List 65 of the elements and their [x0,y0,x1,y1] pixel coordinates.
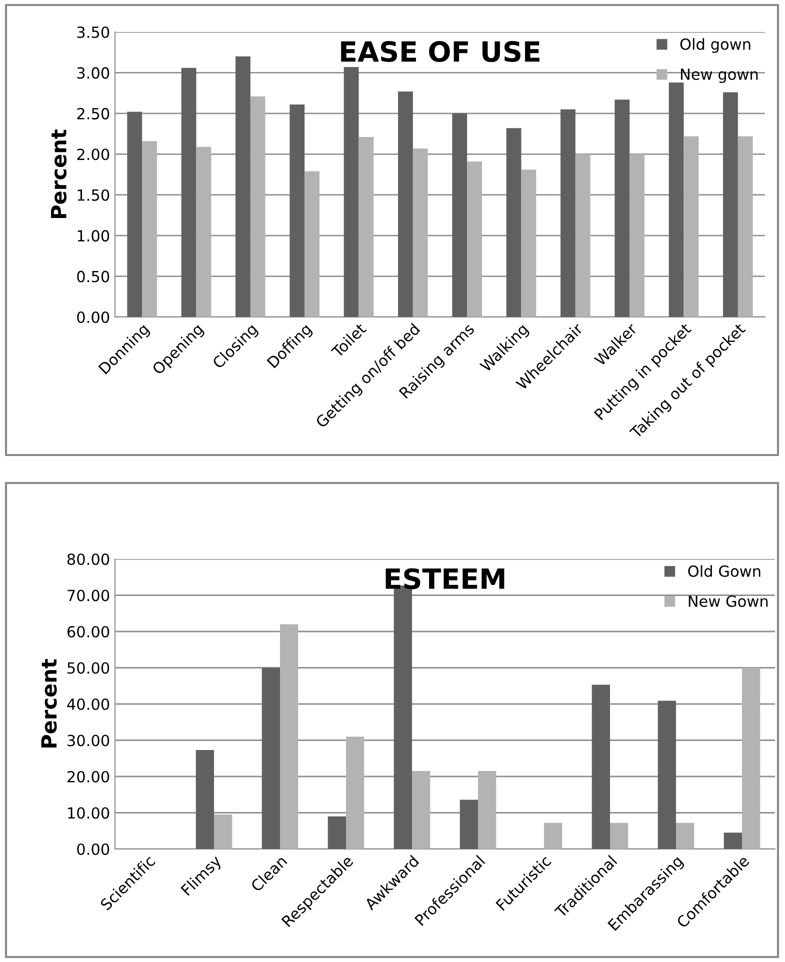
y-axis-title: Percent [41,659,57,748]
chart-title: ESTEEM [386,568,504,590]
y-tick-label: 30.00 [68,734,110,746]
bar [521,170,536,317]
bar [742,668,760,849]
bar [668,82,684,317]
bar [467,161,482,317]
y-tick-label: 0.00 [77,311,110,324]
bar [290,104,305,317]
bar [214,814,232,849]
bar [738,136,753,317]
y-tick-label: 50.00 [68,662,110,674]
bar [684,136,699,317]
y-tick-label: 3.00 [77,67,110,79]
bar [610,822,628,849]
y-tick-label: 0.50 [77,270,110,282]
bar [544,822,562,849]
bar [724,832,742,849]
bar [398,91,413,317]
bar [250,96,266,317]
bar [181,68,196,317]
legend-label: New gown [680,68,758,83]
y-tick-label: 0.00 [77,843,110,856]
y-tick-label: 2.00 [77,148,110,160]
bar [344,67,359,317]
y-tick-label: 10.00 [68,807,110,819]
bar [723,92,738,317]
bar [614,100,630,317]
bar [280,624,298,849]
bar [676,822,694,849]
bar [658,700,676,849]
bar [196,750,214,849]
y-tick-label: 1.00 [78,230,110,242]
legend-label: New Gown [688,595,768,607]
bar [346,736,364,849]
y-tick-label: 20.00 [68,770,110,783]
y-tick-label: 80.00 [67,553,110,566]
bar [412,148,428,317]
chart-title: EASE OF USE [341,41,540,62]
y-axis-title: Percent [51,130,67,218]
legend-label: Old Gown [688,565,760,577]
bar [412,771,430,849]
bar [142,141,157,317]
y-tick-label: 60.00 [67,626,110,638]
y-tick-label: 40.00 [67,698,110,710]
bar [575,154,590,317]
bar [127,112,142,317]
bar [506,128,522,317]
y-tick-label: 70.00 [68,590,110,602]
legend-label: Old gown [680,38,750,53]
bar [262,668,280,849]
bar [592,684,610,849]
bar [196,146,212,317]
bar [328,816,346,849]
bar [560,109,576,317]
y-tick-label: 2.50 [77,108,110,120]
y-tick-label: 1.50 [78,189,110,201]
bar [630,154,644,317]
bar [358,137,374,317]
bar [478,771,496,849]
bar [304,171,320,317]
bar [452,113,468,317]
y-tick-label: 3.50 [77,26,110,38]
bar [460,800,478,849]
bar [236,56,250,317]
